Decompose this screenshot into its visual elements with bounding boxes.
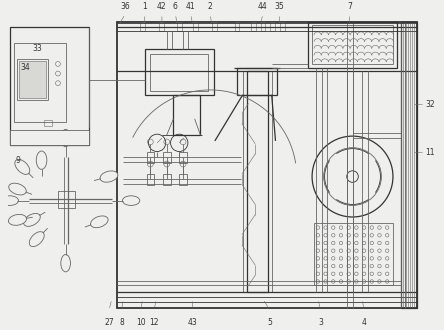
Bar [58, 191, 75, 208]
Bar [237, 68, 278, 95]
Bar [212, 21, 217, 31]
Ellipse shape [100, 171, 118, 182]
Text: 7: 7 [347, 2, 352, 11]
Bar [193, 21, 198, 31]
Ellipse shape [29, 232, 44, 247]
Text: 5: 5 [267, 318, 272, 327]
Text: 42: 42 [157, 2, 166, 11]
Text: 32: 32 [426, 100, 435, 109]
Text: 11: 11 [426, 148, 435, 157]
Text: 43: 43 [188, 318, 198, 327]
Bar [312, 25, 393, 64]
Bar [140, 21, 145, 31]
Text: 27: 27 [104, 318, 114, 327]
Text: 9: 9 [16, 156, 20, 165]
Bar [10, 130, 89, 145]
Text: 6: 6 [173, 2, 178, 11]
Bar [179, 151, 187, 163]
Ellipse shape [9, 183, 26, 195]
Bar [14, 43, 66, 122]
Circle shape [347, 171, 358, 182]
Bar [151, 54, 208, 91]
Bar [17, 59, 48, 100]
Text: 36: 36 [120, 2, 130, 11]
Text: 12: 12 [150, 318, 159, 327]
Bar [44, 120, 52, 125]
Bar [174, 95, 200, 135]
Text: 2: 2 [208, 2, 212, 11]
Bar [270, 21, 275, 31]
Text: 8: 8 [119, 318, 124, 327]
Bar [163, 174, 170, 185]
Ellipse shape [91, 216, 108, 228]
Text: 3: 3 [318, 318, 323, 327]
Bar [147, 151, 154, 163]
Ellipse shape [8, 214, 27, 225]
Bar [314, 223, 393, 285]
Bar [251, 21, 256, 31]
Ellipse shape [15, 159, 30, 174]
Bar [145, 49, 214, 95]
Ellipse shape [36, 151, 47, 169]
Bar [10, 27, 89, 145]
Bar [400, 21, 417, 309]
Bar [159, 21, 164, 31]
Text: 1: 1 [142, 2, 147, 11]
Bar [117, 21, 417, 309]
Ellipse shape [24, 214, 40, 226]
Text: 35: 35 [274, 2, 284, 11]
Text: 41: 41 [186, 2, 196, 11]
Bar [261, 21, 266, 31]
Bar [280, 21, 285, 31]
Bar [246, 71, 268, 292]
Text: 4: 4 [361, 318, 366, 327]
Text: 44: 44 [258, 2, 268, 11]
Bar [234, 21, 239, 31]
Bar [177, 21, 182, 31]
Text: 10: 10 [136, 318, 146, 327]
Bar [163, 151, 170, 163]
Text: 34: 34 [20, 63, 30, 72]
Bar [147, 174, 154, 185]
Text: 33: 33 [33, 44, 43, 53]
Bar [20, 61, 46, 98]
Bar [308, 21, 397, 68]
Bar [243, 71, 272, 292]
Bar [179, 174, 187, 185]
